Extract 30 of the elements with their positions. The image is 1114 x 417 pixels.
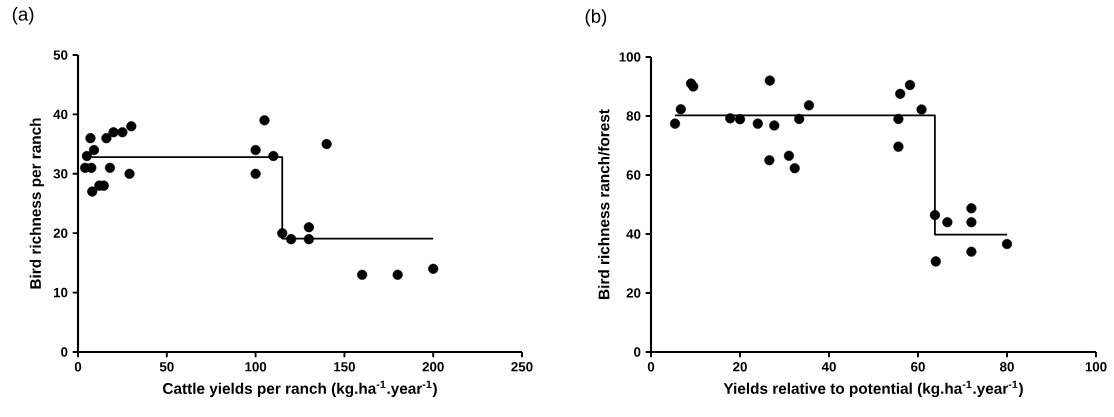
x-axis-title: Yields relative to potential (kg.ha$^{-1}$.year$^{-1}$) [723, 380, 1023, 398]
x-tick-label: 100 [245, 362, 267, 372]
y-tick-label: 80 [626, 111, 641, 121]
x-tick-label: 200 [422, 362, 444, 372]
y-tick-label: 0 [634, 347, 641, 357]
chart-title: (b) [585, 9, 607, 27]
y-tick-label: 60 [626, 170, 641, 180]
y-axis-title: Bird richness ranch/forest [598, 109, 610, 299]
x-tick-label: 60 [911, 362, 925, 372]
x-axis-title: Cattle yields per ranch (kg.ha$^{-1}$.year$^{-1}$) [163, 380, 437, 398]
x-tick-label: 100 [1085, 362, 1107, 372]
y-tick-label: 0 [61, 347, 68, 357]
y-tick-label: 100 [619, 52, 641, 62]
x-tick-label: 50 [159, 362, 174, 372]
x-tick-label: 0 [74, 362, 82, 372]
x-tick-label: 250 [511, 362, 533, 372]
y-tick-label: 20 [626, 288, 641, 298]
y-tick-label: 10 [53, 287, 68, 298]
y-axis-title: Bird richness per ranch [29, 118, 44, 289]
chart-title: (a) [12, 7, 34, 25]
x-tick-label: 20 [733, 362, 747, 372]
y-tick-label: 30 [53, 169, 68, 179]
x-tick-label: 80 [1000, 362, 1014, 372]
y-tick-label: 40 [626, 229, 641, 239]
x-tick-label: 40 [821, 362, 836, 372]
x-tick-label: 150 [334, 362, 355, 372]
x-tick-label: 0 [647, 362, 655, 372]
y-tick-label: 20 [53, 228, 68, 238]
y-tick-label: 40 [53, 109, 68, 120]
y-tick-label: 50 [53, 50, 68, 60]
